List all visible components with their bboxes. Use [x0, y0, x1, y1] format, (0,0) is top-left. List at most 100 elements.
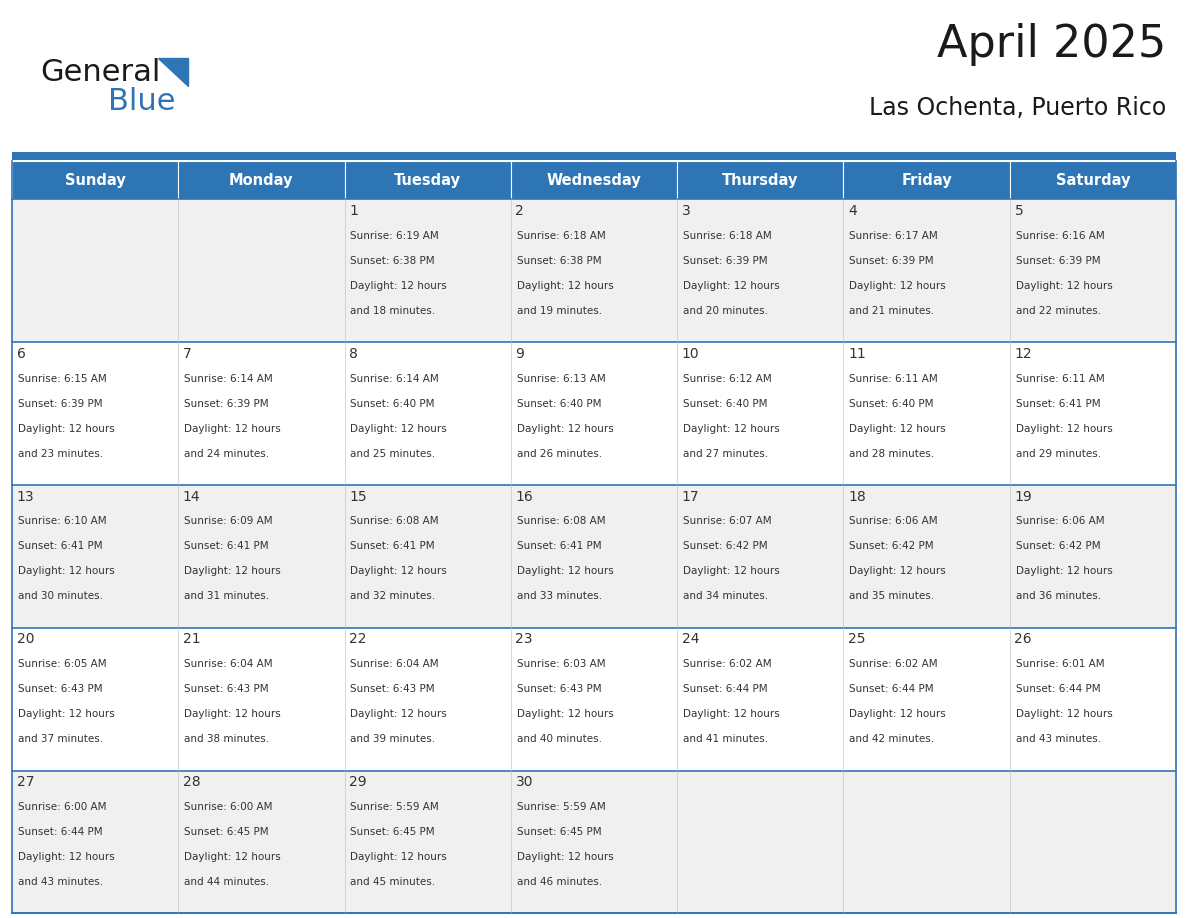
Text: Sunset: 6:41 PM: Sunset: 6:41 PM	[184, 542, 268, 552]
Text: Sunrise: 6:18 AM: Sunrise: 6:18 AM	[517, 230, 606, 241]
Bar	[843, 770, 1010, 913]
Text: Sunrise: 6:10 AM: Sunrise: 6:10 AM	[18, 517, 107, 526]
Bar	[677, 162, 843, 199]
Text: Sunset: 6:45 PM: Sunset: 6:45 PM	[517, 827, 601, 837]
Text: Daylight: 12 hours: Daylight: 12 hours	[849, 710, 946, 719]
Text: Sunset: 6:39 PM: Sunset: 6:39 PM	[184, 398, 268, 409]
Text: Sunrise: 6:11 AM: Sunrise: 6:11 AM	[1016, 374, 1105, 384]
Bar	[1010, 342, 1176, 485]
Text: 25: 25	[848, 633, 866, 646]
Text: Sunset: 6:39 PM: Sunset: 6:39 PM	[683, 256, 767, 266]
Text: Blue: Blue	[108, 87, 176, 116]
Text: and 21 minutes.: and 21 minutes.	[849, 306, 935, 316]
Bar	[12, 485, 178, 628]
Text: and 29 minutes.: and 29 minutes.	[1016, 449, 1101, 459]
Text: Daylight: 12 hours: Daylight: 12 hours	[1016, 281, 1112, 291]
Text: Sunset: 6:40 PM: Sunset: 6:40 PM	[683, 398, 767, 409]
Text: Sunday: Sunday	[64, 173, 126, 188]
Text: Sunset: 6:39 PM: Sunset: 6:39 PM	[18, 398, 102, 409]
Text: and 31 minutes.: and 31 minutes.	[184, 591, 270, 601]
Bar	[1010, 485, 1176, 628]
Text: Sunset: 6:45 PM: Sunset: 6:45 PM	[184, 827, 268, 837]
Bar	[12, 628, 178, 770]
Text: 17: 17	[682, 489, 700, 504]
Text: Sunrise: 6:02 AM: Sunrise: 6:02 AM	[683, 659, 772, 669]
Text: Sunset: 6:43 PM: Sunset: 6:43 PM	[517, 684, 601, 694]
Text: Sunset: 6:41 PM: Sunset: 6:41 PM	[1016, 398, 1100, 409]
Text: Sunrise: 6:19 AM: Sunrise: 6:19 AM	[350, 230, 440, 241]
Text: Sunset: 6:44 PM: Sunset: 6:44 PM	[683, 684, 767, 694]
Text: and 41 minutes.: and 41 minutes.	[683, 734, 769, 744]
Bar	[843, 628, 1010, 770]
Text: Las Ochenta, Puerto Rico: Las Ochenta, Puerto Rico	[870, 96, 1167, 120]
Text: Sunset: 6:44 PM: Sunset: 6:44 PM	[849, 684, 934, 694]
Text: Sunset: 6:43 PM: Sunset: 6:43 PM	[18, 684, 102, 694]
Bar	[511, 199, 677, 342]
Bar	[12, 199, 178, 342]
Text: 29: 29	[349, 775, 367, 789]
Text: and 22 minutes.: and 22 minutes.	[1016, 306, 1101, 316]
Text: and 18 minutes.: and 18 minutes.	[350, 306, 436, 316]
Text: Sunrise: 6:07 AM: Sunrise: 6:07 AM	[683, 517, 772, 526]
Text: Daylight: 12 hours: Daylight: 12 hours	[1016, 566, 1112, 577]
Text: 23: 23	[516, 633, 533, 646]
Text: 6: 6	[17, 347, 25, 361]
Bar	[1010, 199, 1176, 342]
Text: Sunset: 6:40 PM: Sunset: 6:40 PM	[849, 398, 934, 409]
Text: Daylight: 12 hours: Daylight: 12 hours	[517, 566, 613, 577]
Text: Daylight: 12 hours: Daylight: 12 hours	[18, 710, 114, 719]
Bar	[345, 342, 511, 485]
Text: Daylight: 12 hours: Daylight: 12 hours	[184, 852, 280, 862]
Text: 3: 3	[682, 204, 690, 218]
Text: Daylight: 12 hours: Daylight: 12 hours	[350, 423, 447, 433]
Text: Sunrise: 6:08 AM: Sunrise: 6:08 AM	[517, 517, 606, 526]
Text: and 27 minutes.: and 27 minutes.	[683, 449, 769, 459]
Text: Thursday: Thursday	[722, 173, 798, 188]
Text: 12: 12	[1015, 347, 1032, 361]
Text: Daylight: 12 hours: Daylight: 12 hours	[350, 281, 447, 291]
Text: Sunrise: 6:18 AM: Sunrise: 6:18 AM	[683, 230, 772, 241]
Text: 19: 19	[1015, 489, 1032, 504]
Text: Sunset: 6:40 PM: Sunset: 6:40 PM	[350, 398, 435, 409]
Text: 20: 20	[17, 633, 34, 646]
Bar	[843, 485, 1010, 628]
Text: and 45 minutes.: and 45 minutes.	[350, 877, 436, 887]
Text: 24: 24	[682, 633, 700, 646]
Text: Sunrise: 6:00 AM: Sunrise: 6:00 AM	[184, 802, 272, 812]
Text: and 24 minutes.: and 24 minutes.	[184, 449, 270, 459]
Text: Daylight: 12 hours: Daylight: 12 hours	[18, 852, 114, 862]
Bar	[511, 342, 677, 485]
Bar	[345, 770, 511, 913]
Text: Sunset: 6:38 PM: Sunset: 6:38 PM	[517, 256, 601, 266]
Text: Daylight: 12 hours: Daylight: 12 hours	[683, 710, 779, 719]
Text: 4: 4	[848, 204, 857, 218]
Bar	[12, 162, 178, 199]
Text: Daylight: 12 hours: Daylight: 12 hours	[683, 566, 779, 577]
Bar	[677, 199, 843, 342]
Bar	[345, 628, 511, 770]
Text: Sunset: 6:41 PM: Sunset: 6:41 PM	[350, 542, 435, 552]
Text: Sunrise: 5:59 AM: Sunrise: 5:59 AM	[517, 802, 606, 812]
Bar	[677, 485, 843, 628]
Text: Sunrise: 6:00 AM: Sunrise: 6:00 AM	[18, 802, 106, 812]
Text: Friday: Friday	[902, 173, 952, 188]
Text: Wednesday: Wednesday	[546, 173, 642, 188]
Text: April 2025: April 2025	[937, 23, 1167, 66]
Bar	[677, 628, 843, 770]
Text: Daylight: 12 hours: Daylight: 12 hours	[1016, 710, 1112, 719]
Text: General: General	[40, 58, 160, 87]
Text: 18: 18	[848, 489, 866, 504]
Text: Daylight: 12 hours: Daylight: 12 hours	[1016, 423, 1112, 433]
Text: 11: 11	[848, 347, 866, 361]
Text: 8: 8	[349, 347, 358, 361]
Text: and 43 minutes.: and 43 minutes.	[18, 877, 103, 887]
Text: Daylight: 12 hours: Daylight: 12 hours	[18, 566, 114, 577]
Text: Sunrise: 6:02 AM: Sunrise: 6:02 AM	[849, 659, 939, 669]
Bar	[511, 628, 677, 770]
Bar	[1010, 628, 1176, 770]
Text: and 23 minutes.: and 23 minutes.	[18, 449, 103, 459]
Text: Sunrise: 6:15 AM: Sunrise: 6:15 AM	[18, 374, 107, 384]
Bar	[178, 342, 345, 485]
Text: Sunset: 6:42 PM: Sunset: 6:42 PM	[1016, 542, 1100, 552]
Text: 2: 2	[516, 204, 524, 218]
